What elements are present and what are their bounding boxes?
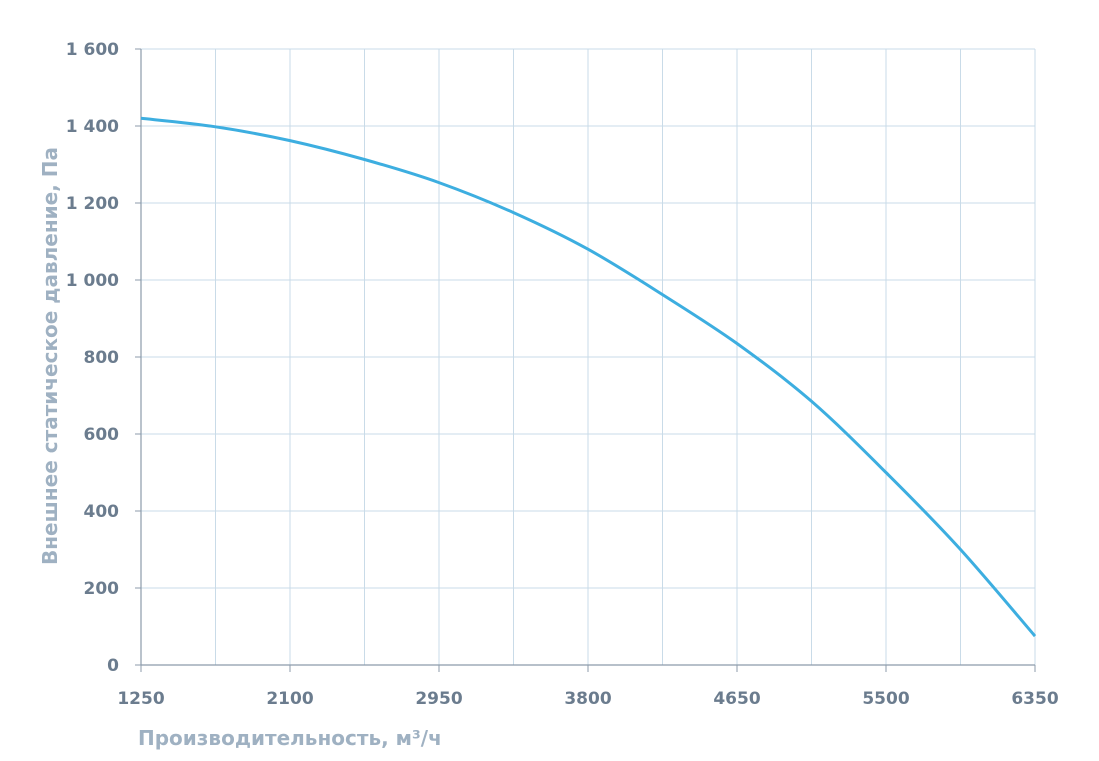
y-tick-label: 1 200	[66, 194, 119, 214]
x-tick-label: 6350	[1011, 689, 1058, 709]
y-axis-title: Внешнее статическое давление, Па	[38, 147, 62, 565]
x-tick-label: 3800	[564, 689, 611, 709]
grid	[141, 48, 1036, 665]
x-axis-title: Производительность, м³/ч	[138, 726, 442, 750]
y-tick-label: 800	[84, 348, 120, 368]
x-tick-labels: 1250 2100 2950 3800 4650 5500 6350	[117, 689, 1058, 709]
y-tick-labels: 0 200 400 600 800 1 000 1 200 1 400 1 600	[66, 40, 119, 676]
y-tick-label: 400	[84, 502, 120, 522]
x-tick-label: 1250	[117, 689, 164, 709]
axes	[135, 48, 1036, 672]
x-tick-label: 5500	[862, 689, 909, 709]
y-tick-label: 1 000	[66, 271, 119, 291]
y-tick-label: 1 400	[66, 117, 119, 137]
y-tick-label: 1 600	[66, 40, 119, 60]
y-tick-label: 0	[107, 656, 119, 676]
y-tick-label: 200	[84, 579, 120, 599]
x-tick-label: 2100	[266, 689, 313, 709]
x-tick-label: 2950	[415, 689, 462, 709]
series-line	[140, 116, 1037, 638]
x-tick-label: 4650	[713, 689, 760, 709]
y-tick-label: 600	[84, 425, 120, 445]
